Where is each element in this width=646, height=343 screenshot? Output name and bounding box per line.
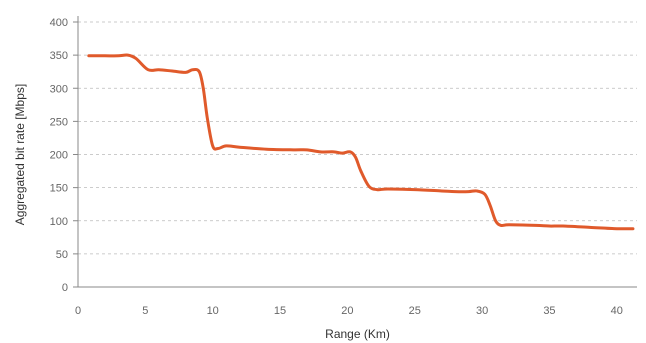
y-axis-title: Aggregated bit rate [Mbps] (13, 84, 27, 225)
x-tick-label: 5 (142, 305, 148, 317)
y-tick-label: 300 (50, 83, 68, 95)
x-tick-label: 15 (274, 305, 286, 317)
y-tick-label: 50 (56, 249, 68, 261)
series-layer (87, 53, 635, 231)
series-line (87, 53, 635, 231)
x-tick-label: 35 (543, 305, 555, 317)
grid-lines (78, 21, 637, 255)
x-tick-label: 25 (409, 305, 421, 317)
y-tick-label: 100 (50, 216, 68, 228)
x-axis-ticks: 0 5 10 15 20 25 30 35 40 (75, 305, 623, 317)
x-tick-label: 30 (476, 305, 488, 317)
x-tick-label: 10 (207, 305, 219, 317)
y-tick-label: 0 (62, 282, 68, 294)
y-tick-label: 200 (50, 150, 68, 162)
y-tick-label: 150 (50, 183, 68, 195)
x-tick-label: 20 (341, 305, 353, 317)
y-tick-label: 350 (50, 50, 68, 62)
x-axis-title: Range (Km) (325, 327, 390, 341)
y-tick-label: 250 (50, 116, 68, 128)
y-axis-ticks: 0 50 100 150 200 250 300 350 400 (50, 17, 78, 294)
y-tick-label: 400 (50, 17, 68, 29)
x-tick-label: 0 (75, 305, 81, 317)
x-tick-label: 40 (611, 305, 623, 317)
